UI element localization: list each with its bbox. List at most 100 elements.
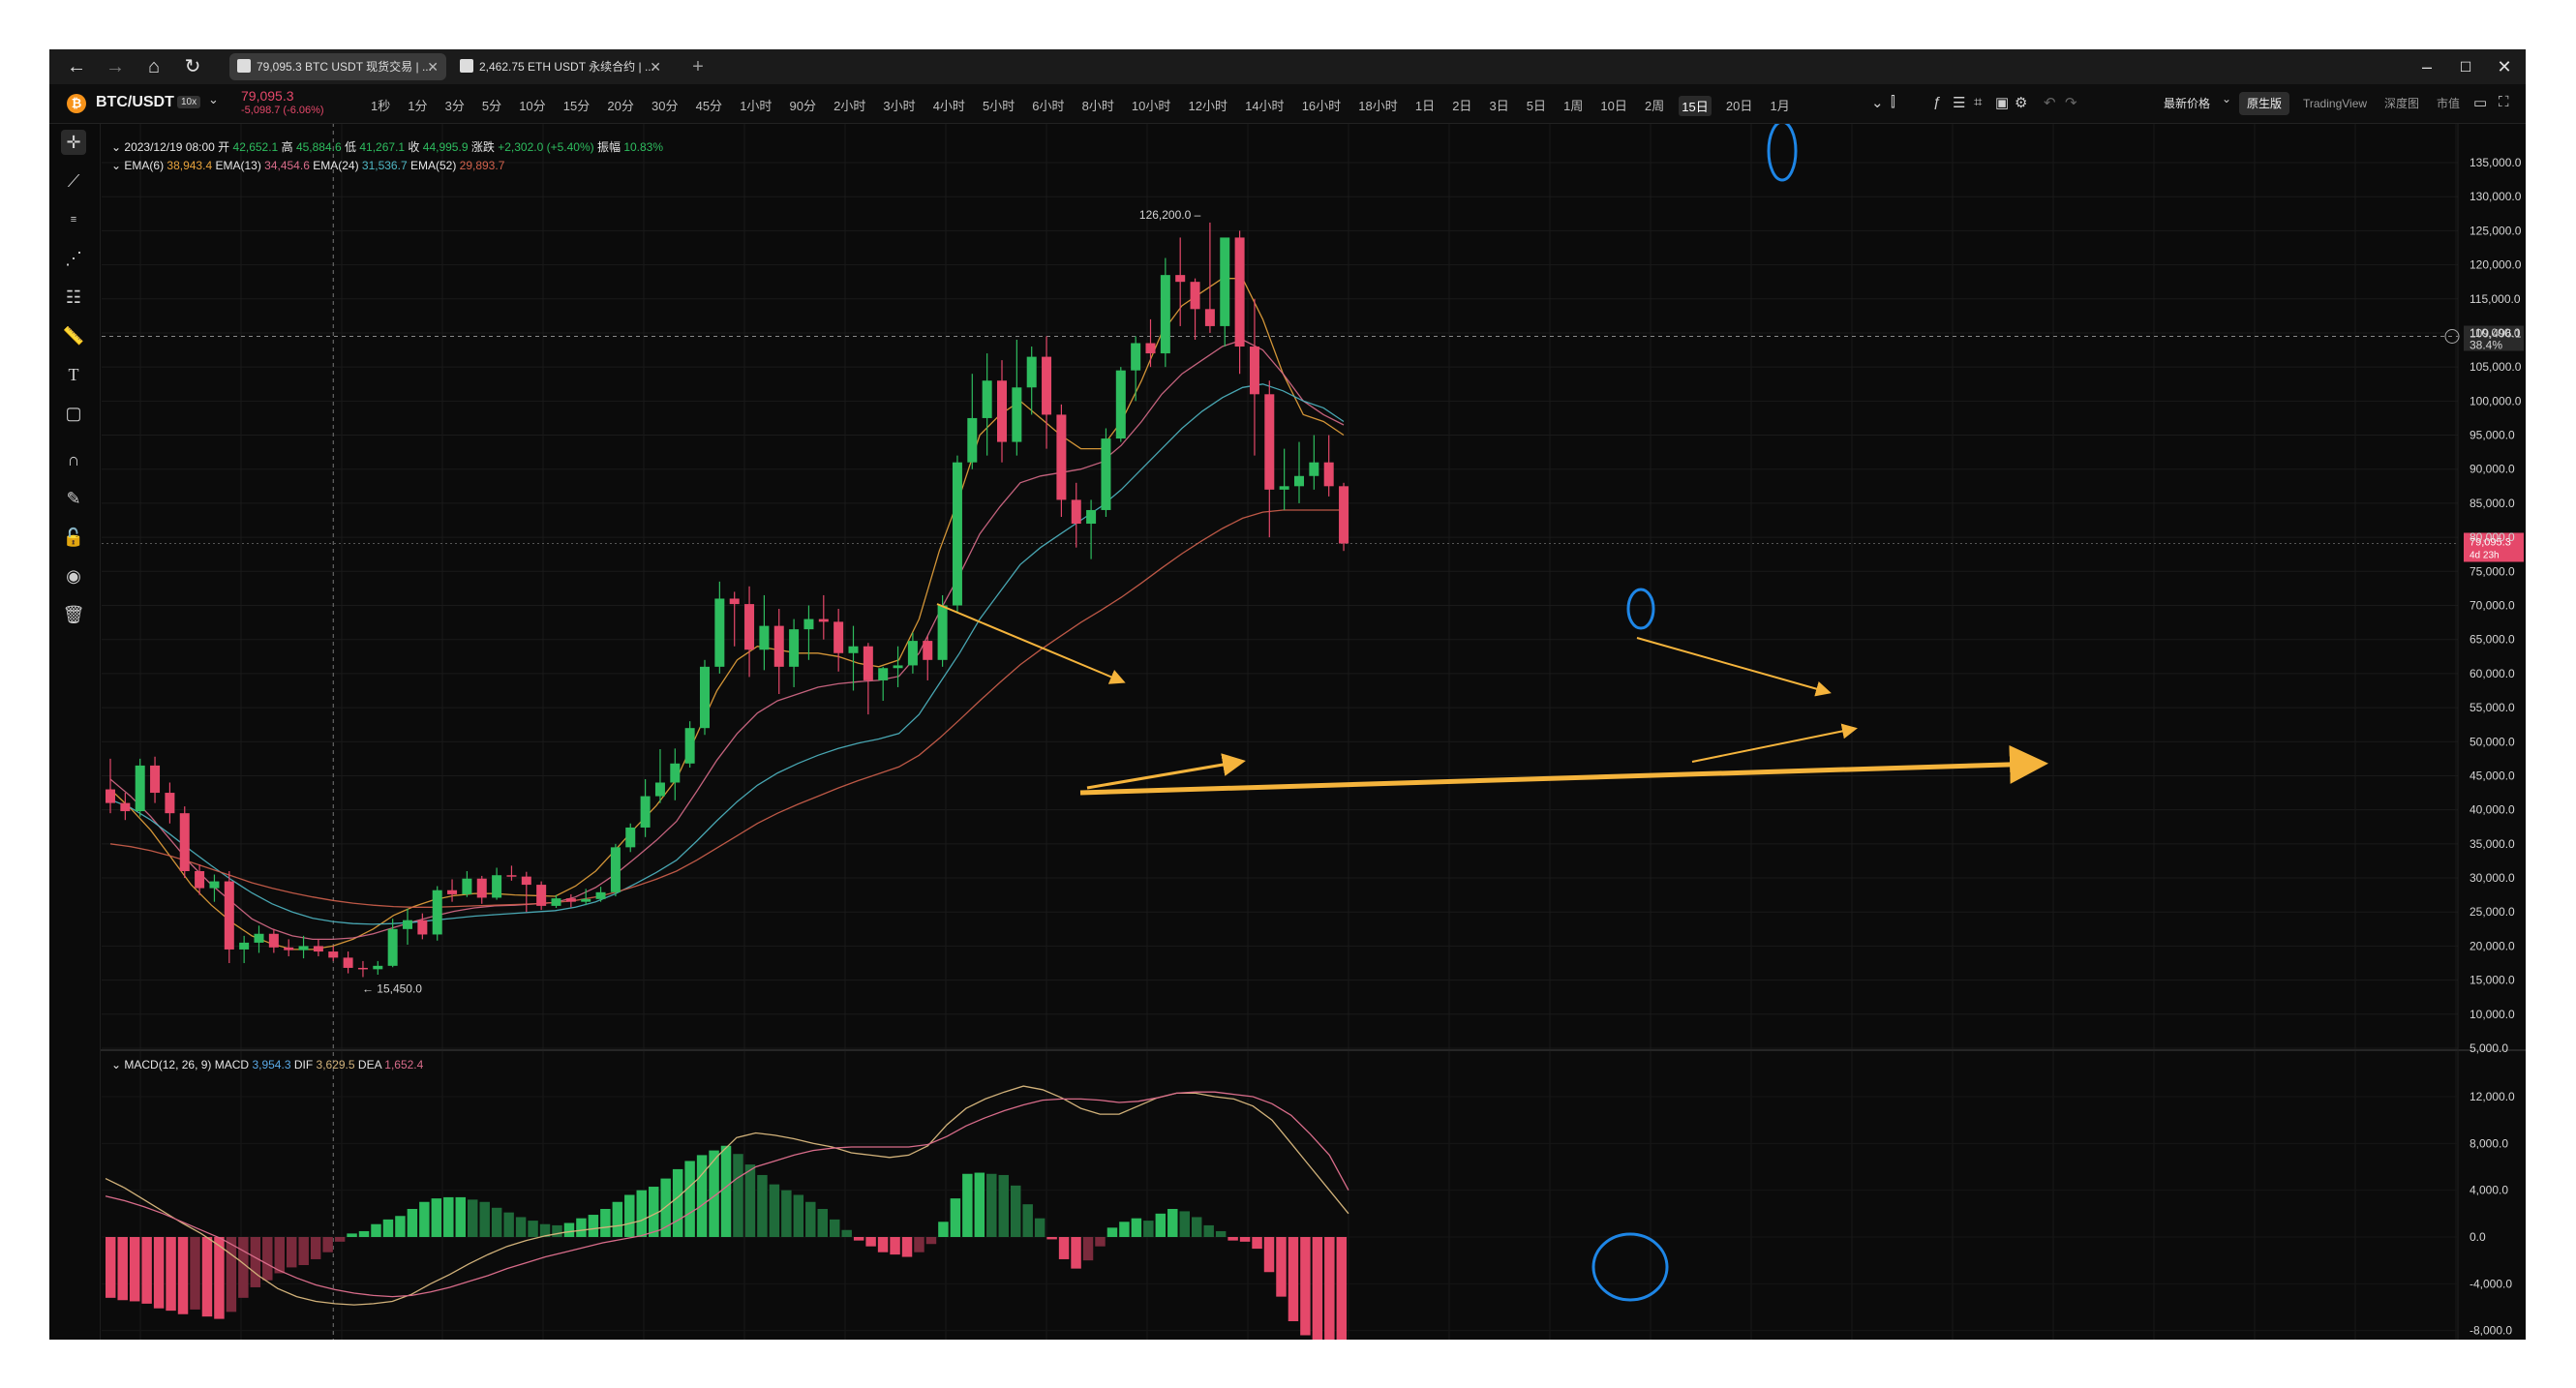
fullscreen-icon[interactable]: ⛶ bbox=[2499, 94, 2509, 110]
shape-icon[interactable]: ▢ bbox=[61, 401, 86, 426]
macd-histogram-bar bbox=[830, 1220, 839, 1237]
undo-icon[interactable]: ↶ bbox=[2044, 94, 2056, 111]
close-tab-icon[interactable]: ✕ bbox=[650, 53, 661, 80]
layout-icon[interactable]: ▭ bbox=[2473, 94, 2487, 111]
fib-icon[interactable]: ≡ bbox=[61, 207, 86, 232]
tab-label: 2,462.75 ETH USDT 永续合约 | ... bbox=[479, 60, 654, 74]
chevron-down-icon[interactable]: ⌄ bbox=[2222, 92, 2231, 106]
position-icon[interactable]: ☷ bbox=[61, 285, 86, 310]
candle-body bbox=[819, 619, 829, 622]
view-marketcap[interactable]: 市值 bbox=[2429, 92, 2468, 115]
alert-icon[interactable]: ⌗ bbox=[1974, 94, 1982, 110]
timeframe-29[interactable]: 15日 bbox=[1679, 96, 1711, 116]
timeframe-4[interactable]: 10分 bbox=[519, 96, 545, 114]
timeframe-18[interactable]: 12小时 bbox=[1189, 96, 1227, 114]
ema-legend: ⌄ EMA(6) 38,943.4 EMA(13) 34,454.6 EMA(2… bbox=[111, 159, 504, 172]
close-tab-icon[interactable]: ✕ bbox=[427, 53, 439, 80]
macd-axis-tick: 4,000.0 bbox=[2470, 1184, 2508, 1197]
candle-body bbox=[1339, 486, 1349, 543]
pattern-icon[interactable]: ⋰ bbox=[61, 246, 86, 271]
view-native[interactable]: 原生版 bbox=[2239, 92, 2289, 115]
indicators-icon[interactable]: ƒ bbox=[1933, 94, 1941, 110]
timeframe-21[interactable]: 18小时 bbox=[1358, 96, 1397, 114]
timeframe-30[interactable]: 20日 bbox=[1726, 96, 1752, 114]
timeframe-27[interactable]: 10日 bbox=[1600, 96, 1626, 114]
candle-body bbox=[388, 929, 398, 966]
crosshair-icon[interactable]: ✛ bbox=[61, 130, 86, 155]
timeframe-15[interactable]: 6小时 bbox=[1032, 96, 1064, 114]
macd-histogram-bar bbox=[1180, 1211, 1190, 1237]
timeframe-20[interactable]: 16小时 bbox=[1302, 96, 1341, 114]
symbol-name[interactable]: BTC/USDT bbox=[96, 94, 174, 111]
timeframe-19[interactable]: 14小时 bbox=[1245, 96, 1284, 114]
home-icon[interactable]: ⌂ bbox=[140, 53, 167, 80]
new-tab-button[interactable]: + bbox=[684, 53, 712, 80]
forward-icon[interactable]: → bbox=[102, 53, 129, 80]
macd-histogram-bar bbox=[227, 1237, 236, 1312]
close-window-icon[interactable]: ✕ bbox=[2485, 53, 2524, 80]
redo-icon[interactable]: ↷ bbox=[2065, 94, 2077, 111]
timeframe-24[interactable]: 3日 bbox=[1490, 96, 1509, 114]
magnet-icon[interactable]: ∩ bbox=[61, 447, 86, 472]
text-icon[interactable]: T bbox=[61, 362, 86, 387]
timeframe-3[interactable]: 5分 bbox=[482, 96, 501, 114]
timeframe-14[interactable]: 5小时 bbox=[983, 96, 1015, 114]
candle-type-icon[interactable]: ⫿ bbox=[1891, 94, 1895, 110]
lock-icon[interactable]: 🔓 bbox=[61, 525, 86, 550]
minimize-icon[interactable]: – bbox=[2408, 53, 2446, 80]
timeframe-2[interactable]: 3分 bbox=[445, 96, 465, 114]
brush-icon[interactable]: ✎ bbox=[61, 486, 86, 511]
view-tradingview[interactable]: TradingView bbox=[2295, 92, 2375, 115]
maximize-icon[interactable]: ☐ bbox=[2446, 53, 2485, 80]
macd-histogram-bar bbox=[408, 1209, 417, 1237]
macd-histogram-bar bbox=[322, 1237, 332, 1252]
timeframe-10[interactable]: 90分 bbox=[790, 96, 816, 114]
timeframe-9[interactable]: 1小时 bbox=[740, 96, 772, 114]
timeframe-23[interactable]: 2日 bbox=[1452, 96, 1471, 114]
timeframe-26[interactable]: 1周 bbox=[1563, 96, 1583, 114]
timeframe-6[interactable]: 20分 bbox=[607, 96, 633, 114]
timeframe-1[interactable]: 1分 bbox=[408, 96, 427, 114]
timeframe-11[interactable]: 2小时 bbox=[833, 96, 865, 114]
timeframe-13[interactable]: 4小时 bbox=[933, 96, 965, 114]
macd-histogram-bar bbox=[1216, 1231, 1226, 1237]
timeframe-28[interactable]: 2周 bbox=[1645, 96, 1664, 114]
chevron-down-icon[interactable]: ⌄ bbox=[1871, 94, 1884, 111]
reload-icon[interactable]: ↻ bbox=[179, 53, 206, 80]
timeframe-16[interactable]: 8小时 bbox=[1082, 96, 1114, 114]
site-icon bbox=[237, 59, 251, 73]
screenshot-icon[interactable]: ▣ bbox=[1995, 94, 2009, 111]
candle-body bbox=[625, 828, 635, 847]
chart-canvas[interactable]: 126,200.0 – ← 15,450.0 109,496.138.4% 79,09… bbox=[49, 49, 2526, 1340]
template-icon[interactable]: ☰ bbox=[1953, 94, 1965, 111]
timeframe-7[interactable]: 30分 bbox=[652, 96, 678, 114]
chevron-down-icon[interactable]: ⌄ bbox=[208, 92, 219, 107]
timeframe-8[interactable]: 45分 bbox=[696, 96, 722, 114]
candle-body bbox=[403, 920, 412, 929]
chevron-down-icon[interactable]: ⌄ bbox=[111, 159, 124, 172]
timeframe-5[interactable]: 15分 bbox=[563, 96, 590, 114]
trash-icon[interactable]: 🗑 bbox=[61, 602, 86, 627]
timeframe-25[interactable]: 5日 bbox=[1527, 96, 1546, 114]
timeframe-0[interactable]: 1秒 bbox=[371, 96, 390, 114]
timeframe-12[interactable]: 3小时 bbox=[883, 96, 915, 114]
candle-body bbox=[670, 764, 680, 783]
back-icon[interactable]: ← bbox=[63, 53, 90, 80]
timeframe-17[interactable]: 10小时 bbox=[1132, 96, 1170, 114]
tab-btc-spot[interactable]: 79,095.3 BTC USDT 现货交易 | ... ✕ bbox=[229, 53, 446, 80]
timeframe-31[interactable]: 1月 bbox=[1771, 96, 1790, 114]
trendline-icon[interactable]: ⟋ bbox=[61, 168, 86, 194]
macd-histogram-bar bbox=[576, 1219, 586, 1237]
macd-histogram-bar bbox=[1167, 1209, 1177, 1237]
eye-icon[interactable]: ◉ bbox=[61, 563, 86, 588]
chevron-down-icon[interactable]: ⌄ bbox=[111, 140, 124, 154]
macd-histogram-bar bbox=[684, 1161, 694, 1237]
timeframe-22[interactable]: 1日 bbox=[1415, 96, 1435, 114]
settings-icon[interactable]: ⚙ bbox=[2015, 94, 2027, 111]
trend-arrow bbox=[1080, 764, 2039, 793]
price-mode-select[interactable]: 最新价格 bbox=[2156, 92, 2218, 115]
view-depth[interactable]: 深度图 bbox=[2377, 92, 2427, 115]
tab-eth-perp[interactable]: 2,462.75 ETH USDT 永续合约 | ... ✕ bbox=[452, 53, 669, 80]
ruler-icon[interactable]: 📏 bbox=[61, 323, 86, 348]
chevron-down-icon[interactable]: ⌄ bbox=[111, 1058, 124, 1071]
